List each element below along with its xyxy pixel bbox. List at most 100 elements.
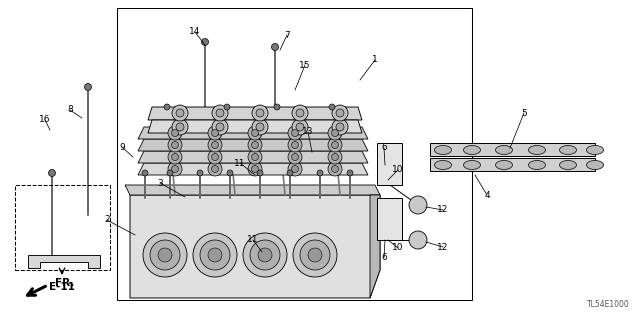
Text: 11: 11 bbox=[234, 159, 246, 167]
Circle shape bbox=[211, 166, 218, 173]
Circle shape bbox=[212, 105, 228, 121]
Circle shape bbox=[168, 162, 182, 176]
Bar bbox=[377, 198, 402, 240]
Circle shape bbox=[216, 109, 224, 117]
Text: 7: 7 bbox=[284, 31, 290, 40]
Circle shape bbox=[328, 162, 342, 176]
Circle shape bbox=[211, 153, 218, 160]
Ellipse shape bbox=[495, 145, 513, 154]
Text: 10: 10 bbox=[392, 243, 404, 253]
Circle shape bbox=[172, 119, 188, 135]
Circle shape bbox=[200, 240, 230, 270]
Circle shape bbox=[193, 233, 237, 277]
Circle shape bbox=[300, 240, 330, 270]
Circle shape bbox=[256, 109, 264, 117]
Text: 13: 13 bbox=[302, 128, 314, 137]
Circle shape bbox=[336, 109, 344, 117]
Circle shape bbox=[176, 109, 184, 117]
Circle shape bbox=[248, 126, 262, 140]
Circle shape bbox=[291, 153, 298, 160]
Circle shape bbox=[252, 142, 259, 149]
Circle shape bbox=[168, 126, 182, 140]
Circle shape bbox=[291, 130, 298, 137]
Circle shape bbox=[328, 126, 342, 140]
Circle shape bbox=[248, 138, 262, 152]
Circle shape bbox=[293, 233, 337, 277]
Circle shape bbox=[292, 105, 308, 121]
Polygon shape bbox=[138, 127, 368, 139]
Text: TL54E1000: TL54E1000 bbox=[588, 300, 630, 309]
Text: 14: 14 bbox=[189, 27, 201, 36]
Circle shape bbox=[208, 126, 222, 140]
Circle shape bbox=[328, 150, 342, 164]
Ellipse shape bbox=[463, 145, 481, 154]
Circle shape bbox=[287, 170, 293, 176]
Polygon shape bbox=[138, 139, 368, 151]
Circle shape bbox=[317, 170, 323, 176]
Circle shape bbox=[332, 153, 339, 160]
Circle shape bbox=[158, 248, 172, 262]
Polygon shape bbox=[130, 195, 380, 298]
Circle shape bbox=[288, 150, 302, 164]
Circle shape bbox=[211, 130, 218, 137]
Polygon shape bbox=[125, 185, 380, 195]
Ellipse shape bbox=[435, 160, 451, 169]
Ellipse shape bbox=[559, 160, 577, 169]
Circle shape bbox=[252, 130, 259, 137]
Ellipse shape bbox=[529, 145, 545, 154]
Ellipse shape bbox=[559, 145, 577, 154]
Text: 8: 8 bbox=[67, 106, 73, 115]
Circle shape bbox=[409, 231, 427, 249]
Text: 10: 10 bbox=[392, 166, 404, 174]
Bar bbox=[430, 143, 595, 156]
Circle shape bbox=[248, 150, 262, 164]
Circle shape bbox=[224, 104, 230, 110]
Circle shape bbox=[248, 162, 262, 176]
Circle shape bbox=[291, 166, 298, 173]
Text: 4: 4 bbox=[484, 190, 490, 199]
Text: 1: 1 bbox=[372, 56, 378, 64]
Circle shape bbox=[332, 142, 339, 149]
Circle shape bbox=[176, 123, 184, 131]
Polygon shape bbox=[148, 120, 362, 133]
Circle shape bbox=[252, 153, 259, 160]
Polygon shape bbox=[28, 255, 100, 268]
Circle shape bbox=[288, 126, 302, 140]
Circle shape bbox=[49, 169, 56, 176]
Circle shape bbox=[212, 119, 228, 135]
Circle shape bbox=[347, 170, 353, 176]
Text: 9: 9 bbox=[119, 143, 125, 152]
Text: FR.: FR. bbox=[55, 278, 74, 288]
Circle shape bbox=[296, 109, 304, 117]
Polygon shape bbox=[138, 151, 368, 163]
Text: 5: 5 bbox=[521, 108, 527, 117]
Circle shape bbox=[332, 166, 339, 173]
Text: 12: 12 bbox=[437, 205, 449, 214]
Circle shape bbox=[172, 142, 179, 149]
Text: 11: 11 bbox=[247, 235, 259, 244]
Bar bbox=[430, 158, 595, 171]
Text: 6: 6 bbox=[381, 254, 387, 263]
Circle shape bbox=[216, 123, 224, 131]
Circle shape bbox=[172, 153, 179, 160]
Circle shape bbox=[257, 170, 263, 176]
Circle shape bbox=[202, 39, 209, 46]
Polygon shape bbox=[138, 163, 368, 175]
Circle shape bbox=[208, 150, 222, 164]
Circle shape bbox=[332, 119, 348, 135]
Circle shape bbox=[208, 162, 222, 176]
Circle shape bbox=[296, 123, 304, 131]
Circle shape bbox=[142, 170, 148, 176]
Circle shape bbox=[328, 138, 342, 152]
Circle shape bbox=[143, 233, 187, 277]
Circle shape bbox=[256, 123, 264, 131]
Circle shape bbox=[288, 162, 302, 176]
Circle shape bbox=[172, 105, 188, 121]
Circle shape bbox=[208, 138, 222, 152]
Circle shape bbox=[197, 170, 203, 176]
Circle shape bbox=[172, 166, 179, 173]
Polygon shape bbox=[370, 195, 380, 298]
Circle shape bbox=[252, 105, 268, 121]
Circle shape bbox=[336, 123, 344, 131]
Circle shape bbox=[292, 119, 308, 135]
